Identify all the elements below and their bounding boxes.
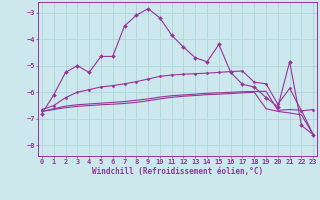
X-axis label: Windchill (Refroidissement éolien,°C): Windchill (Refroidissement éolien,°C): [92, 167, 263, 176]
